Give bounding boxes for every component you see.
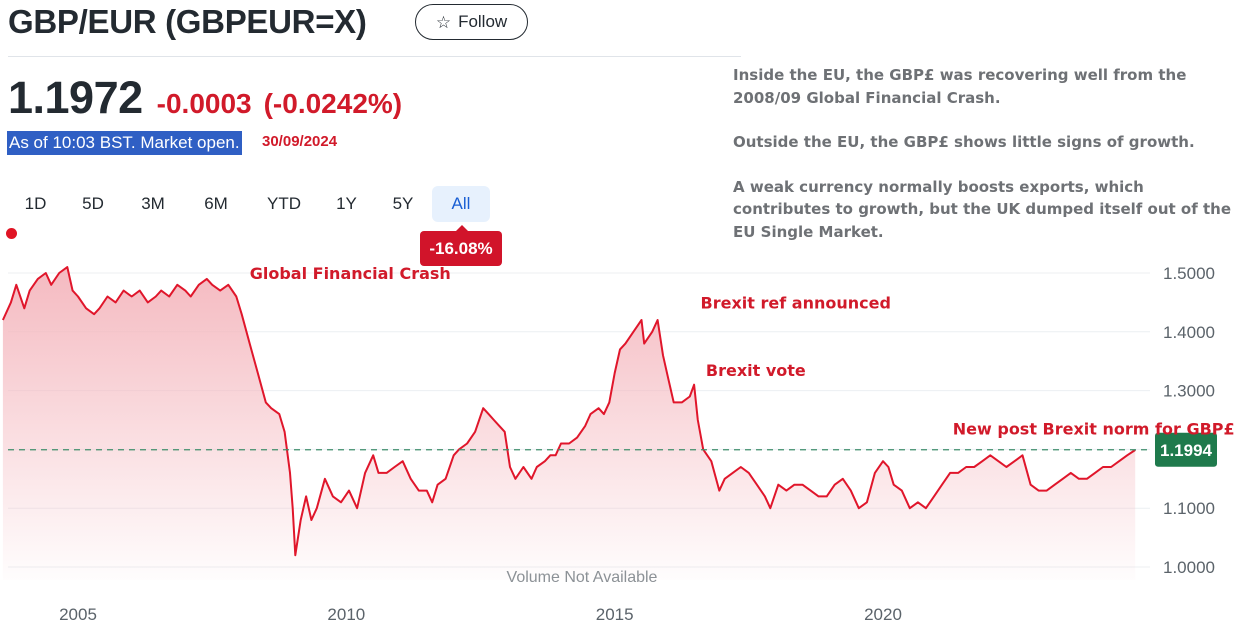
price-change-percent: (-0.0242%) (263, 88, 403, 119)
chart-annotation: Brexit ref announced (701, 293, 891, 312)
commentary-paragraph: A weak currency normally boosts exports,… (733, 177, 1232, 241)
commentary-paragraph: Outside the EU, the GBP£ shows little si… (733, 133, 1195, 151)
x-tick-label: 2005 (59, 605, 97, 624)
ticker-title: GBP/EUR (GBPEUR=X) (8, 3, 367, 40)
price-change: -0.0003 (156, 88, 252, 119)
star-icon: ☆ (435, 12, 452, 32)
y-tick-label: 1.5000 (1163, 264, 1215, 283)
commentary-block: Inside the EU, the GBP£ was recovering w… (733, 64, 1243, 265)
live-indicator-dot (6, 228, 17, 239)
chart-annotation: Brexit vote (706, 361, 806, 380)
volume-note: Volume Not Available (507, 569, 658, 586)
x-tick-label: 2020 (864, 605, 902, 624)
price-line (1, 266, 1136, 557)
chart-annotation: Global Financial Crash (250, 264, 451, 283)
range-tab-1y[interactable]: 1Y (336, 194, 357, 213)
y-tick-label: 1.4000 (1163, 323, 1215, 342)
period-change-badge: -16.08% (420, 225, 502, 266)
follow-button[interactable]: ☆ Follow (415, 4, 528, 40)
header-divider (8, 56, 741, 57)
commentary-paragraph: Inside the EU, the GBP£ was recovering w… (733, 66, 1187, 107)
quote-row: 1.1972 -0.0003 (-0.0242%) (8, 72, 402, 124)
price-area-fill (2, 267, 1136, 580)
range-tab-6m[interactable]: 6M (204, 194, 228, 213)
chart-annotation: New post Brexit norm for GBP£ (953, 420, 1235, 439)
x-tick-label: 2015 (596, 605, 634, 624)
range-tab-all[interactable]: All (432, 186, 490, 222)
y-tick-label: 1.3000 (1163, 382, 1215, 401)
current-value-label: 1.1994 (1160, 441, 1213, 460)
range-tab-1d[interactable]: 1D (24, 194, 47, 213)
current-price: 1.1972 (8, 72, 143, 123)
range-tabs: 1D 5D 3M 6M YTD 1Y 5Y All (8, 186, 490, 222)
x-tick-label: 2010 (327, 605, 365, 624)
range-tab-5d[interactable]: 5D (82, 194, 104, 213)
range-tab-ytd[interactable]: YTD (267, 194, 301, 213)
y-tick-label: 1.0000 (1163, 558, 1215, 577)
range-tab-3m[interactable]: 3M (141, 194, 165, 213)
follow-label: Follow (458, 12, 508, 31)
range-tab-5y[interactable]: 5Y (392, 194, 414, 213)
y-tick-label: 1.1000 (1163, 499, 1215, 518)
market-status: As of 10:03 BST. Market open. (7, 131, 242, 155)
current-value-box (1155, 432, 1217, 467)
date-annotation: 30/09/2024 (262, 133, 338, 150)
